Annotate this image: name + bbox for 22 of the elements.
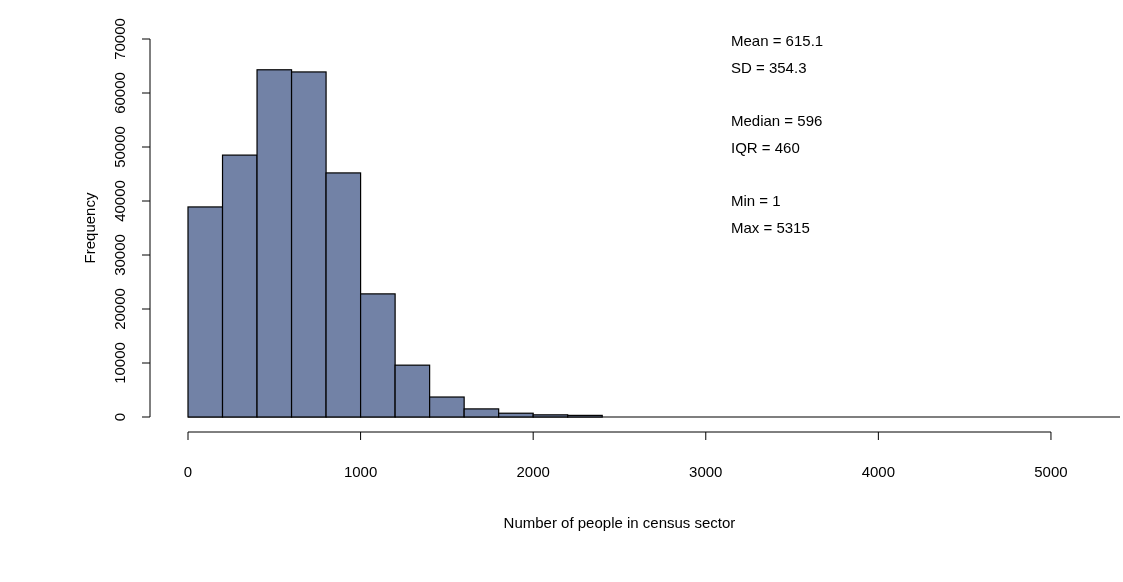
- x-tick-label: 5000: [1034, 463, 1068, 480]
- y-axis-title: Frequency: [81, 192, 98, 264]
- y-tick-label: 0: [111, 412, 129, 422]
- y-tick-label: 50000: [111, 126, 129, 168]
- y-tick-label: 10000: [111, 342, 129, 384]
- annotation: Max = 5315: [731, 218, 810, 236]
- y-tick-label: 30000: [111, 234, 129, 276]
- x-tick-label: 0: [183, 463, 193, 480]
- annotation: IQR = 460: [731, 138, 800, 156]
- y-tick-label: 60000: [111, 72, 129, 114]
- annotation: Mean = 615.1: [731, 32, 824, 49]
- annotation: Min = 1: [731, 192, 781, 209]
- annotation: SD = 354.3: [731, 58, 807, 76]
- annotation: Median = 596: [731, 112, 823, 129]
- x-tick-label: 2000: [516, 463, 550, 480]
- y-tick-label: 40000: [111, 180, 129, 222]
- y-tick-label: 70000: [111, 18, 129, 60]
- x-tick-label: 4000: [861, 463, 896, 480]
- x-tick-label: 3000: [689, 463, 723, 480]
- x-axis-title: Number of people in census sector: [503, 514, 736, 531]
- x-tick-label: 1000: [343, 463, 378, 480]
- y-tick-label: 20000: [111, 288, 129, 330]
